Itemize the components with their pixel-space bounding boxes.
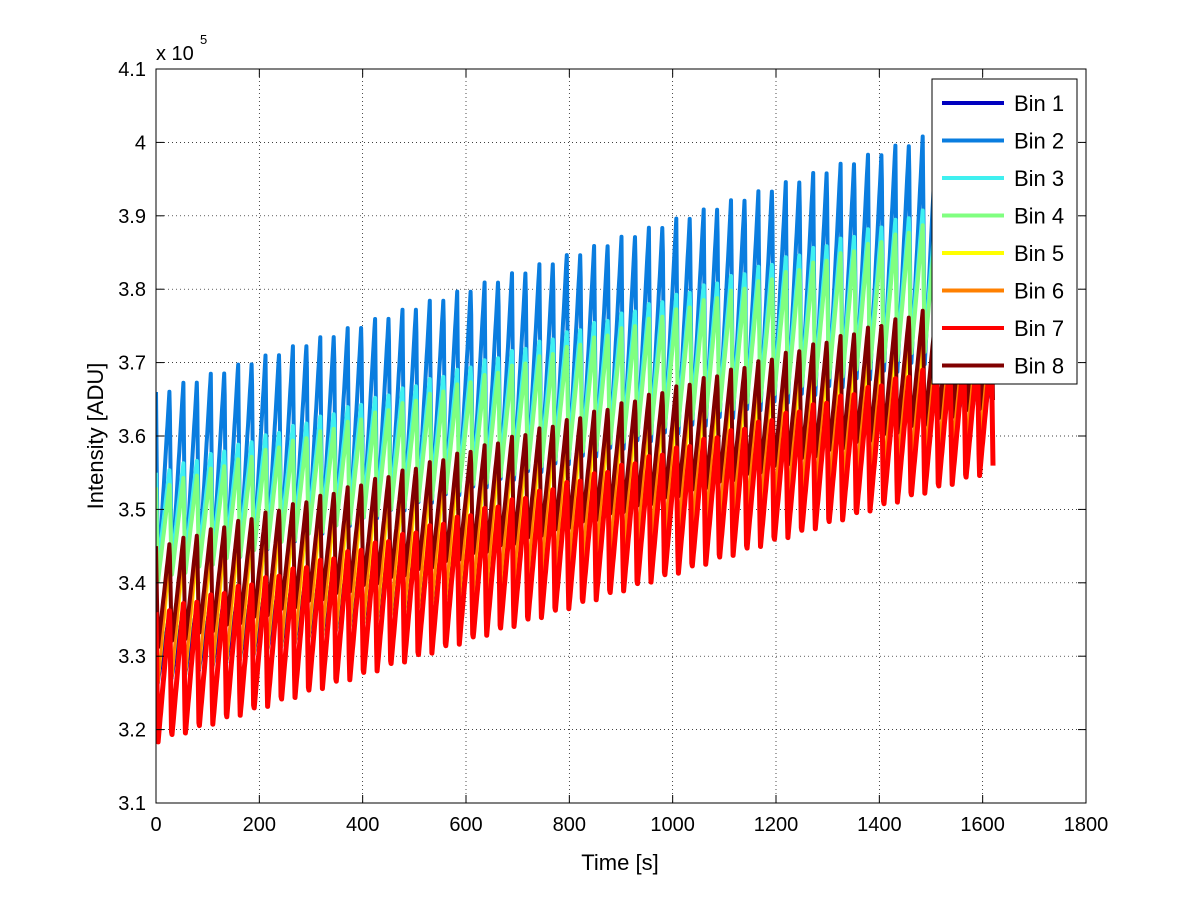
ticks: 0 200 400 600 800 1000 1200 1400 1600 1800 3.1 3.2 3…	[118, 59, 1108, 836]
legend-label: Bin 6	[1014, 279, 1064, 304]
x-tick-label: 1400	[857, 814, 902, 836]
x-axis-label: Time [s]	[581, 850, 658, 875]
x-tick-label: 1200	[754, 814, 799, 836]
y-axis-label-group: Intensity [ADU]	[83, 363, 108, 510]
series-group	[156, 116, 996, 745]
x-tick-label: 1600	[960, 814, 1005, 836]
y-tick-label: 3.9	[118, 206, 146, 228]
x-tick-label: 1000	[650, 814, 695, 836]
y-axis-label: Intensity [ADU]	[83, 363, 108, 510]
x-tick-label: 400	[346, 814, 379, 836]
y-exponent-base: x 10	[156, 43, 194, 65]
y-tick-label: 3.1	[118, 793, 146, 815]
y-tick-label: 4	[135, 132, 146, 154]
y-tick-label: 4.1	[118, 59, 146, 81]
x-tick-label: 800	[553, 814, 586, 836]
y-exponent-label: x 10 5	[156, 32, 207, 65]
legend-label: Bin 3	[1014, 166, 1064, 191]
legend-label: Bin 7	[1014, 316, 1064, 341]
y-tick-label: 3.6	[118, 426, 146, 448]
x-tick-label: 0	[150, 814, 161, 836]
series-line-bin-4	[156, 202, 995, 583]
legend-label: Bin 4	[1014, 204, 1064, 229]
legend-label: Bin 5	[1014, 241, 1064, 266]
x-tick-label: 600	[449, 814, 482, 836]
legend-label: Bin 1	[1014, 91, 1064, 116]
y-exponent-power: 5	[200, 32, 207, 47]
y-tick-label: 3.7	[118, 353, 146, 375]
series-line-bin-7	[156, 348, 996, 745]
x-tick-label: 200	[243, 814, 276, 836]
y-tick-label: 3.2	[118, 720, 146, 742]
y-tick-label: 3.3	[118, 646, 146, 668]
legend-label: Bin 2	[1014, 129, 1064, 154]
y-tick-label: 3.5	[118, 499, 146, 521]
legend-box	[931, 78, 1078, 385]
x-tick-label: 1800	[1064, 814, 1109, 836]
legend: Bin 1 Bin 2 Bin 3 Bin 4 Bin 5 Bin 6 Bin 7 Bin 8	[931, 78, 1078, 385]
y-tick-label: 3.8	[118, 279, 146, 301]
legend-label: Bin 8	[1014, 354, 1064, 379]
y-tick-label: 3.4	[118, 573, 146, 595]
